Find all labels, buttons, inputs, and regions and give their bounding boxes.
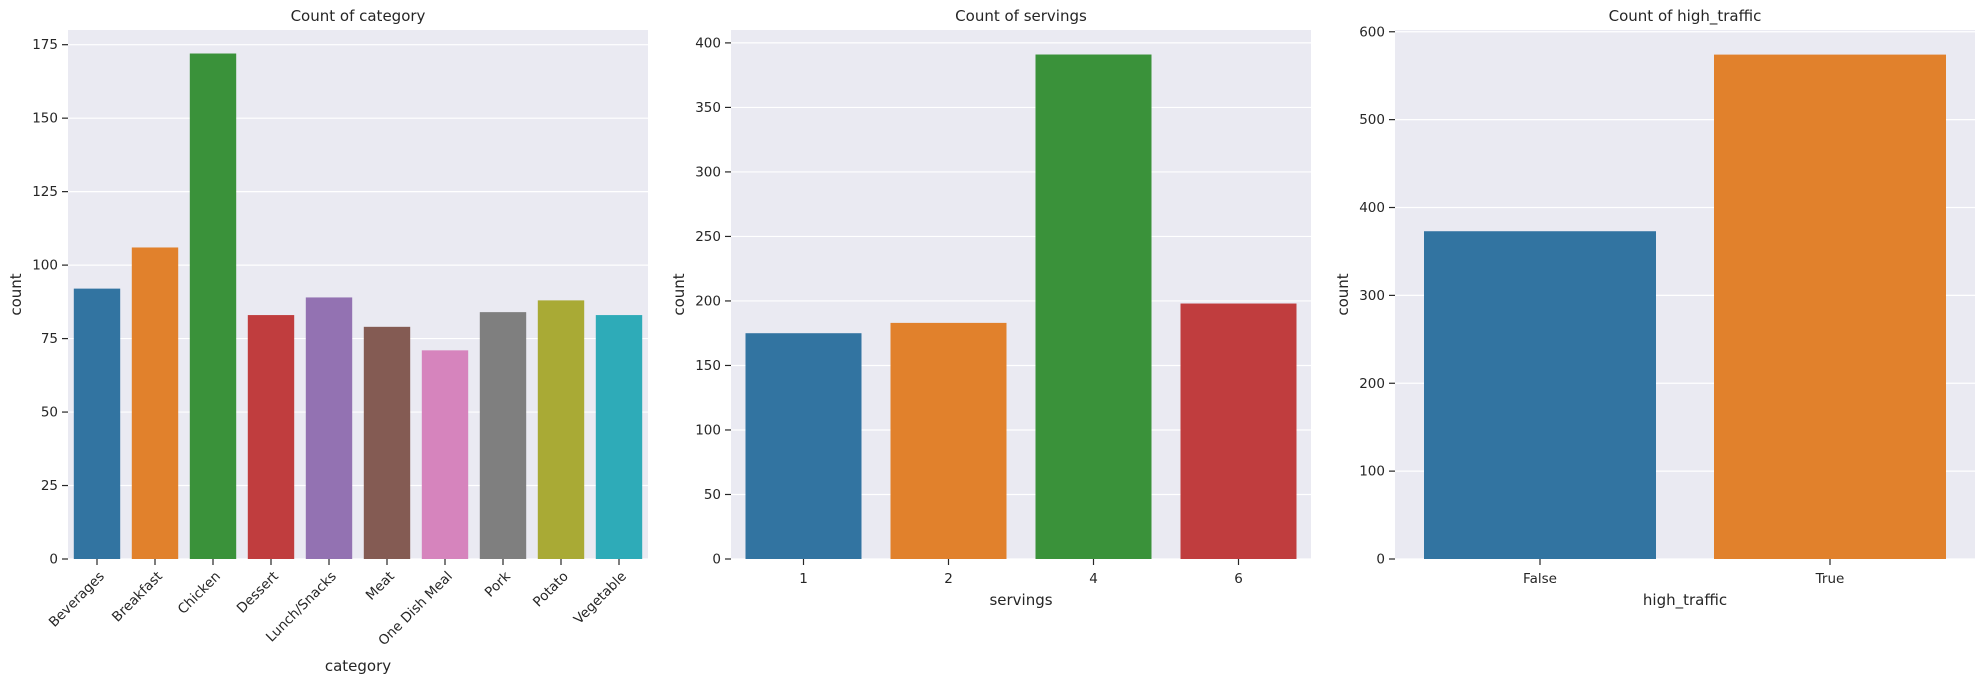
bar <box>363 326 411 559</box>
x-tick-label: Meat <box>363 569 398 604</box>
y-tick-label: 100 <box>695 422 721 438</box>
y-tick-label: 50 <box>41 405 58 421</box>
chart-high-traffic: 0 100 200 300 400 500 600 False True Count of hig… <box>1334 7 1975 610</box>
y-tick-label: 400 <box>695 35 721 51</box>
y-axis-label: count <box>670 273 688 315</box>
x-axis-label: servings <box>989 591 1052 609</box>
x-tick-label: 4 <box>1089 571 1098 587</box>
y-tick-label: 250 <box>695 229 721 245</box>
y-tick-label: 125 <box>32 184 58 200</box>
bar <box>745 333 862 559</box>
bar <box>595 315 643 559</box>
x-tick-label: Chicken <box>175 569 224 618</box>
chart-title: Count of high_traffic <box>1609 7 1762 26</box>
x-tick-label: 1 <box>799 571 808 587</box>
bar <box>247 315 295 559</box>
y-axis-label: count <box>7 273 25 315</box>
y-axis-label: count <box>1334 273 1352 315</box>
y-tick-label: 300 <box>1359 288 1385 304</box>
bar <box>421 350 469 559</box>
y-tick-label: 200 <box>695 293 721 309</box>
y-tick-label: 175 <box>32 37 58 53</box>
chart-category: 0 25 50 75 100 125 150 175 Beverages Breakfast Chi… <box>7 7 648 675</box>
y-tick-label: 500 <box>1359 112 1385 128</box>
bar <box>305 297 353 559</box>
bar <box>890 322 1007 559</box>
chart-title: Count of servings <box>955 7 1087 25</box>
y-tick-label: 75 <box>41 331 58 347</box>
x-tick-label: Vegetable <box>571 569 630 628</box>
y-tick-label: 50 <box>704 487 721 503</box>
x-tick-label: Dessert <box>234 569 282 617</box>
x-tick-label: 6 <box>1234 571 1243 587</box>
y-tick-label: 300 <box>695 164 721 180</box>
bar <box>479 312 527 559</box>
bar <box>73 288 121 559</box>
y-tick-label: 400 <box>1359 200 1385 216</box>
y-tick-label: 100 <box>32 258 58 274</box>
bar <box>131 247 179 559</box>
y-tick-label: 150 <box>32 111 58 127</box>
y-tick-label: 25 <box>41 478 58 494</box>
y-tick-label: 600 <box>1359 24 1385 40</box>
bar <box>189 53 237 560</box>
y-tick-label: 150 <box>695 358 721 374</box>
y-tick-label: 0 <box>1376 552 1385 568</box>
bar <box>1714 54 1946 560</box>
y-tick-label: 200 <box>1359 376 1385 392</box>
x-tick-label: Beverages <box>46 569 108 631</box>
y-tick-label: 100 <box>1359 464 1385 480</box>
bar <box>1035 54 1152 559</box>
x-tick-label: Pork <box>482 568 514 600</box>
chart-title: Count of category <box>291 7 426 25</box>
x-tick-label: False <box>1523 571 1557 587</box>
bar <box>1424 231 1656 559</box>
x-tick-label: 2 <box>944 571 953 587</box>
x-tick-label: Breakfast <box>109 569 166 626</box>
y-tick-label: 350 <box>695 100 721 116</box>
bar <box>537 300 585 559</box>
y-tick-label: 0 <box>712 552 721 568</box>
x-tick-label: True <box>1815 571 1845 587</box>
bar <box>1180 303 1297 559</box>
chart-servings: 0 50 100 150 200 250 300 350 400 1 2 4 6 Count of ser… <box>670 7 1311 609</box>
x-axis-label: high_traffic <box>1643 591 1727 610</box>
x-axis-label: category <box>325 657 391 675</box>
x-tick-label: Potato <box>530 569 572 611</box>
y-tick-label: 0 <box>49 552 58 568</box>
